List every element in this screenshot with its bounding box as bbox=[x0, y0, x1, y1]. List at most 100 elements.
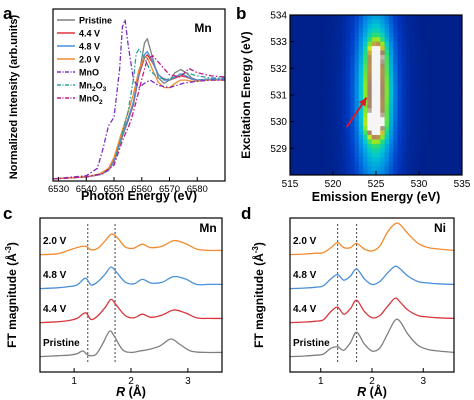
heatmap-cell bbox=[431, 112, 437, 118]
heatmap-cell bbox=[341, 55, 347, 60]
heatmap-cell bbox=[358, 50, 364, 56]
heatmap-cell bbox=[419, 121, 424, 127]
heatmap-cell bbox=[324, 108, 330, 114]
heatmap-cell bbox=[444, 72, 450, 78]
heatmap-cell bbox=[393, 117, 398, 123]
heatmap-cell bbox=[457, 157, 463, 163]
heatmap-cell bbox=[315, 19, 321, 25]
heatmap-cell bbox=[341, 95, 347, 100]
heatmap-cell bbox=[290, 170, 295, 176]
heatmap-cell bbox=[290, 63, 295, 69]
heatmap-cell bbox=[324, 112, 330, 118]
heatmap-cell bbox=[315, 37, 321, 43]
heatmap-cell bbox=[311, 46, 317, 51]
panel-b-arrow bbox=[345, 97, 368, 128]
heatmap-cell bbox=[350, 46, 355, 51]
heatmap-cell bbox=[320, 166, 325, 171]
heatmap-cell bbox=[328, 170, 334, 176]
heatmap-cell bbox=[333, 112, 338, 118]
heatmap-cell bbox=[414, 23, 420, 29]
heatmap-cell bbox=[307, 170, 312, 176]
heatmap-cell bbox=[401, 95, 407, 100]
heatmap-cell bbox=[290, 103, 295, 109]
heatmap-cell bbox=[298, 166, 304, 171]
heatmap-cell bbox=[406, 46, 411, 51]
heatmap-cell bbox=[337, 170, 342, 176]
heatmap-cell bbox=[350, 126, 355, 131]
heatmap-cell bbox=[453, 121, 459, 127]
heatmap-cell bbox=[315, 103, 321, 109]
heatmap-cell bbox=[410, 28, 416, 34]
heatmap-cell bbox=[367, 95, 373, 100]
heatmap-cell bbox=[302, 55, 308, 60]
heatmap-cell bbox=[419, 139, 424, 145]
heatmap-cell bbox=[410, 72, 416, 78]
heatmap-cell bbox=[315, 112, 321, 118]
heatmap-cell bbox=[328, 103, 334, 109]
heatmap-cell bbox=[320, 46, 325, 51]
heatmap-cell bbox=[358, 112, 364, 118]
panel-d-line-4-8-v bbox=[290, 265, 454, 290]
heatmap-cell bbox=[298, 72, 304, 78]
heatmap-cell bbox=[414, 117, 420, 123]
heatmap-cell bbox=[423, 86, 428, 91]
panel-a-axes-frame bbox=[52, 8, 226, 182]
heatmap-cell bbox=[401, 152, 407, 158]
heatmap-cell bbox=[363, 143, 368, 149]
heatmap-cell bbox=[290, 148, 295, 154]
heatmap-cell bbox=[419, 63, 424, 69]
heatmap-cell bbox=[423, 112, 428, 118]
heatmap-cell bbox=[384, 139, 390, 145]
panel-a-x-tick-label: 6550 bbox=[103, 184, 124, 195]
heatmap-cell bbox=[376, 81, 381, 87]
heatmap-cell bbox=[333, 59, 338, 65]
heatmap-cell bbox=[358, 135, 364, 140]
heatmap-cell bbox=[358, 86, 364, 91]
heatmap-cell bbox=[371, 170, 377, 176]
heatmap-cell bbox=[290, 117, 295, 123]
heatmap-cell bbox=[298, 41, 304, 47]
heatmap-cell bbox=[345, 72, 351, 78]
heatmap-cell bbox=[453, 170, 459, 176]
heatmap-cell bbox=[354, 15, 360, 20]
heatmap-cell bbox=[358, 126, 364, 131]
heatmap-cell bbox=[367, 90, 373, 96]
heatmap-cell bbox=[333, 81, 338, 87]
heatmap-cell bbox=[315, 63, 321, 69]
heatmap-cell bbox=[427, 59, 433, 65]
heatmap-cell bbox=[324, 23, 330, 29]
heatmap-cell bbox=[406, 23, 411, 29]
heatmap-cell bbox=[453, 72, 459, 78]
heatmap-cell bbox=[350, 108, 355, 114]
heatmap-cell bbox=[393, 59, 398, 65]
heatmap-cell bbox=[423, 90, 428, 96]
heatmap-cell bbox=[350, 37, 355, 43]
panel-a-x-tick-label: 6560 bbox=[131, 184, 152, 195]
heatmap-cell bbox=[298, 90, 304, 96]
heatmap-cell bbox=[315, 46, 321, 51]
heatmap-cell bbox=[449, 148, 454, 154]
heatmap-cell bbox=[302, 139, 308, 145]
panel-a-x-tick-label: 6530 bbox=[48, 184, 69, 195]
heatmap-cell bbox=[341, 90, 347, 96]
panel-d-x-tick-label: 1 bbox=[318, 376, 324, 387]
heatmap-cell bbox=[384, 99, 390, 105]
heatmap-cell bbox=[380, 130, 385, 136]
heatmap-cell bbox=[427, 130, 433, 136]
heatmap-cell bbox=[410, 139, 416, 145]
heatmap-cell bbox=[307, 161, 312, 167]
heatmap-cell bbox=[315, 86, 321, 91]
heatmap-cell bbox=[453, 55, 459, 60]
heatmap-cell bbox=[401, 46, 407, 51]
heatmap-cell bbox=[358, 117, 364, 123]
heatmap-cell bbox=[384, 152, 390, 158]
panel-a-x-axis-title: Photon Energy (eV) bbox=[81, 189, 197, 203]
heatmap-cell bbox=[350, 161, 355, 167]
heatmap-cell bbox=[358, 161, 364, 167]
panel-b-y-axis-title: Excitation Energy (eV) bbox=[239, 31, 253, 158]
heatmap-cell bbox=[354, 55, 360, 60]
panel-a-x-tick-label: 6540 bbox=[76, 184, 97, 195]
panel-c-letter: c bbox=[3, 204, 12, 223]
